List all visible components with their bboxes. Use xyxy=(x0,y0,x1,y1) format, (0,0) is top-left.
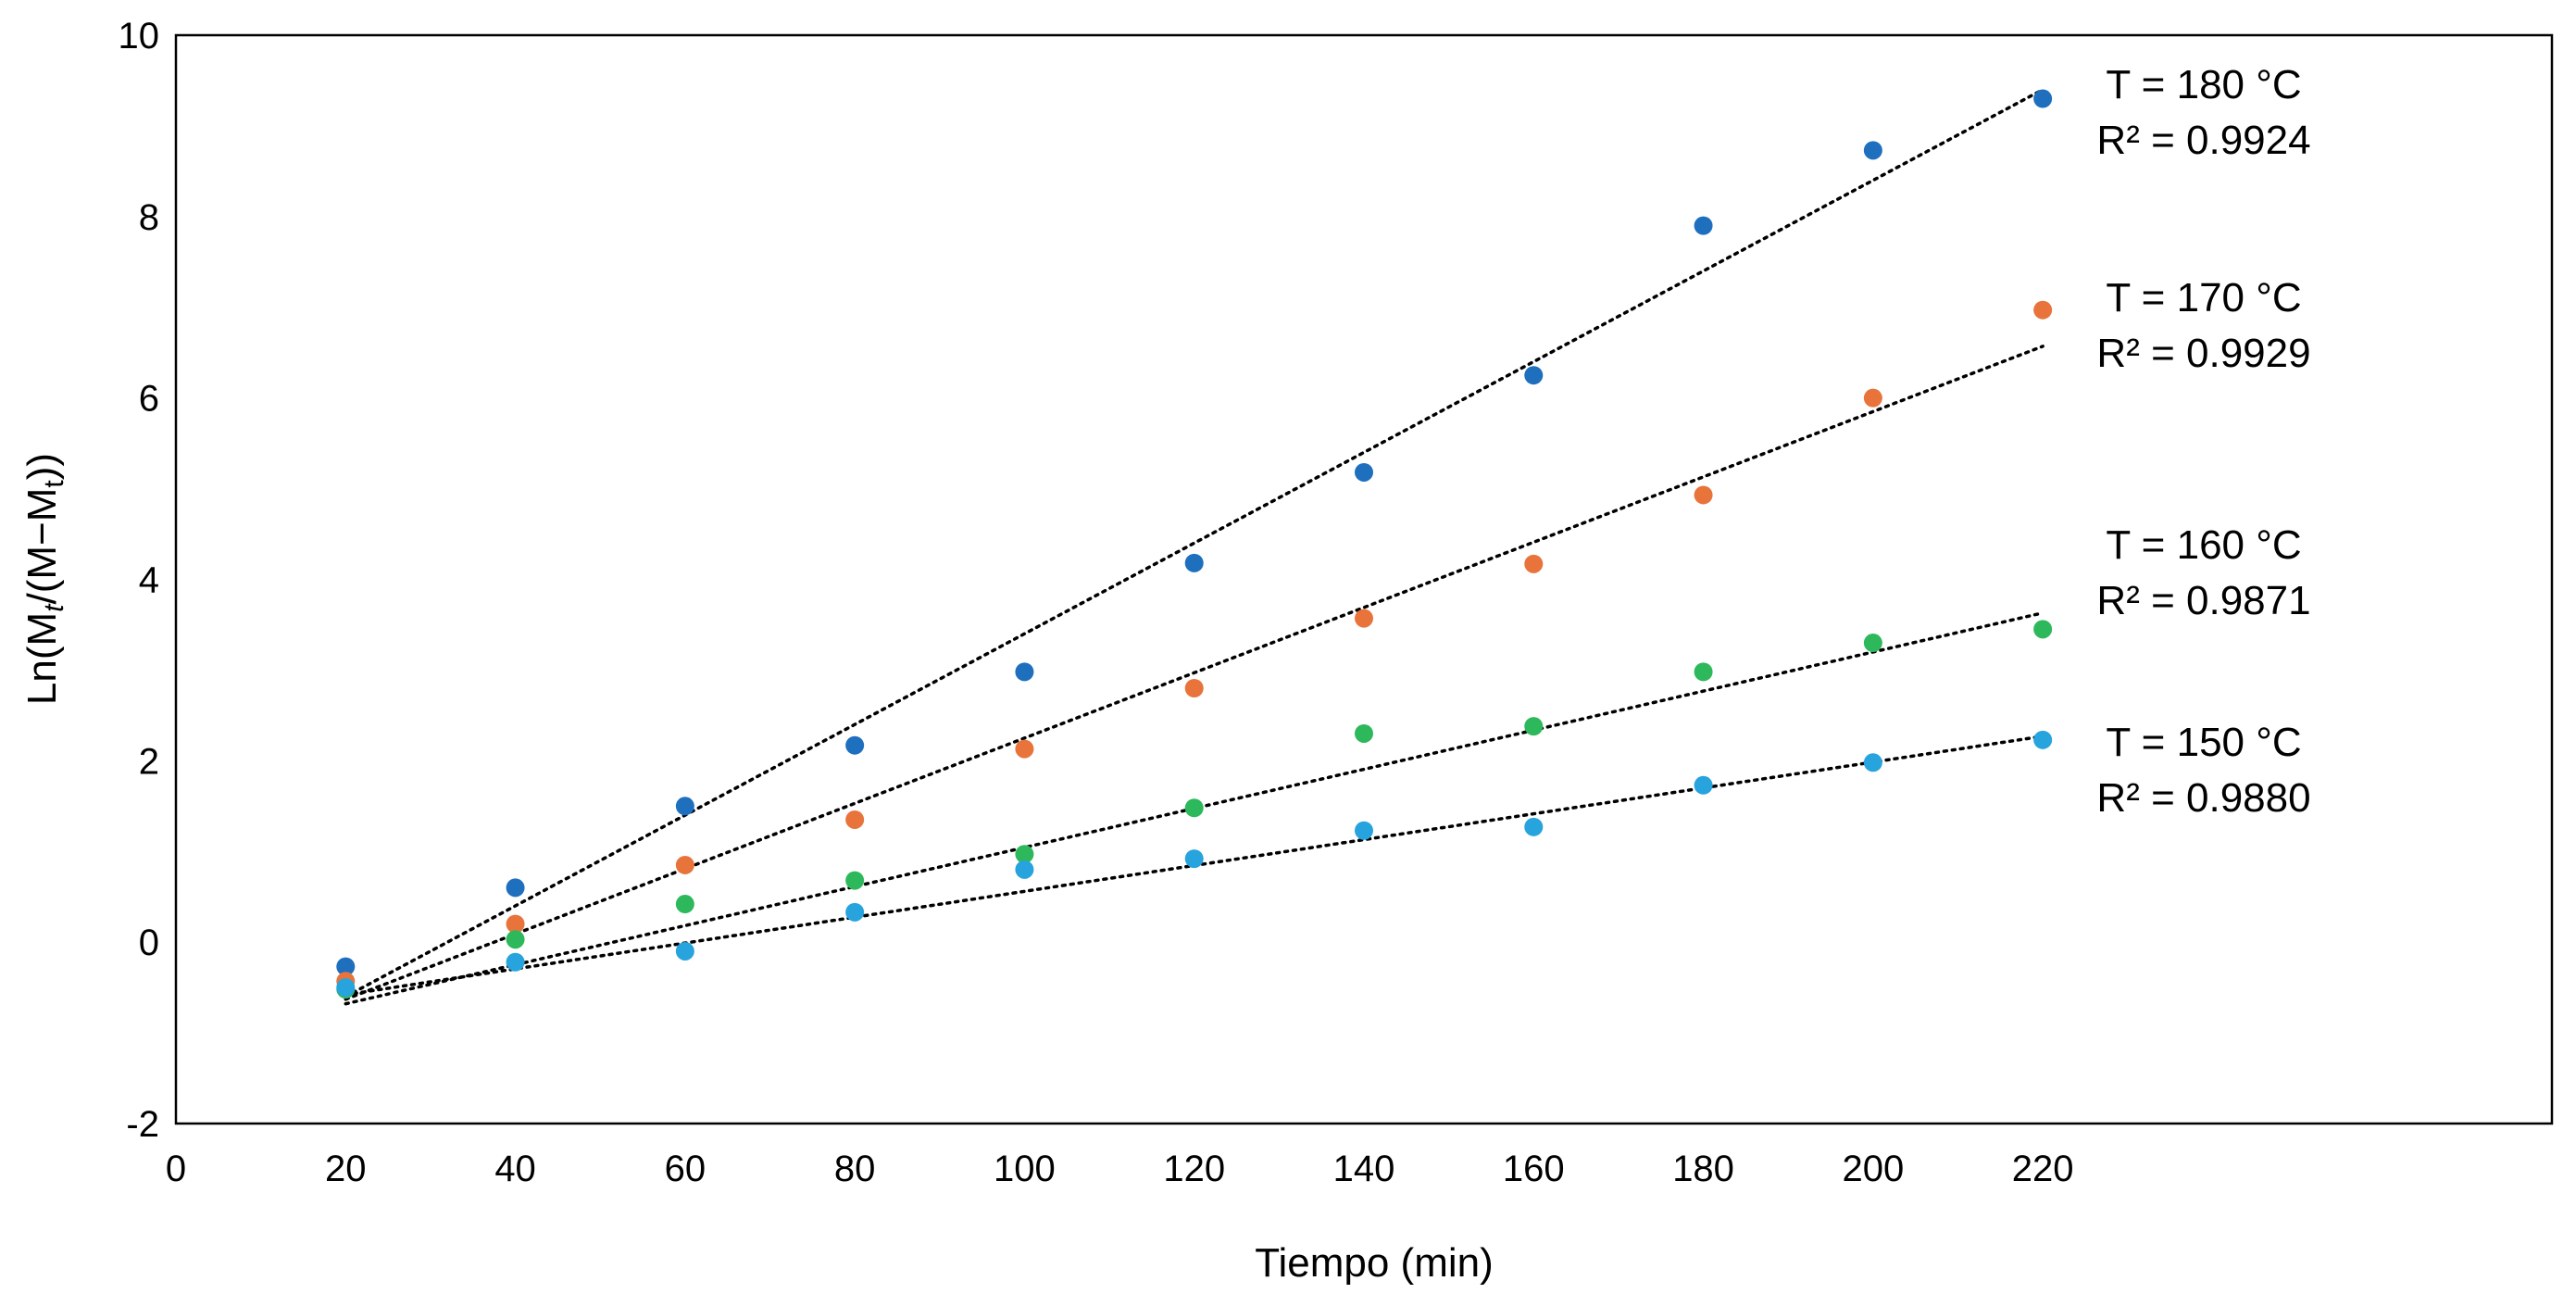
x-axis-title: Tiempo (min) xyxy=(1255,1240,1494,1286)
data-point xyxy=(1184,798,1204,818)
data-point xyxy=(1863,634,1882,653)
data-point xyxy=(1184,553,1204,572)
data-point xyxy=(1863,141,1882,160)
data-point xyxy=(845,902,865,922)
trendline xyxy=(344,345,2045,1001)
data-point xyxy=(1694,775,1713,795)
data-point xyxy=(1355,609,1373,628)
series-label: T = 160 °C xyxy=(2106,522,2301,568)
data-point xyxy=(1184,679,1204,697)
data-point xyxy=(675,941,694,961)
data-point xyxy=(2033,89,2053,108)
data-point xyxy=(1524,366,1544,385)
x-tick-label: 60 xyxy=(665,1149,707,1189)
x-tick-label: 140 xyxy=(1333,1149,1395,1189)
data-point xyxy=(1694,662,1713,682)
series-label: T = 150 °C xyxy=(2106,720,2301,765)
data-point xyxy=(845,810,865,829)
y-tick-label: 10 xyxy=(119,16,160,57)
data-point xyxy=(2033,300,2053,320)
series-r2: R² = 0.9924 xyxy=(2096,118,2310,163)
data-point xyxy=(336,978,356,998)
data-point xyxy=(1524,554,1544,573)
data-point xyxy=(845,871,865,890)
data-point xyxy=(1015,860,1034,879)
data-point xyxy=(1015,662,1034,682)
series-label: T = 180 °C xyxy=(2106,62,2301,107)
y-tick-label: 6 xyxy=(139,379,159,420)
x-tick-label: 160 xyxy=(1503,1149,1565,1189)
y-axis-title-part: /(M−M xyxy=(19,488,65,605)
series-labels-layer: T = 180 °C R² = 0.9924 T = 170 °C R² = 0.99… xyxy=(2096,62,2310,821)
data-point xyxy=(1015,845,1034,864)
data-point xyxy=(2033,730,2053,749)
x-tick-label: 0 xyxy=(166,1149,186,1189)
data-point xyxy=(1863,753,1882,772)
y-tick-label: 4 xyxy=(139,560,159,601)
y-tick-label: 0 xyxy=(139,923,159,963)
x-tick-label: 20 xyxy=(325,1149,367,1189)
y-axis-title: Ln(Mt/(M−Mt)) xyxy=(19,453,69,705)
data-point xyxy=(506,914,525,934)
data-point xyxy=(675,895,694,914)
x-tick-label: 200 xyxy=(1842,1149,1904,1189)
x-tick-label: 40 xyxy=(494,1149,536,1189)
x-tick-label: 220 xyxy=(2012,1149,2074,1189)
points-layer xyxy=(336,89,2053,999)
data-point xyxy=(1863,388,1882,408)
data-point xyxy=(675,797,694,816)
data-point xyxy=(336,957,356,976)
data-point xyxy=(1015,739,1034,759)
data-point xyxy=(1694,485,1713,505)
data-point xyxy=(1524,817,1544,836)
y-axis-title-part: Ln(M xyxy=(19,612,65,705)
y-axis-title-part: )) xyxy=(19,453,65,480)
y-axis-title-subscript: t xyxy=(39,603,69,612)
y-tick-label: -2 xyxy=(126,1104,159,1145)
series-label: T = 170 °C xyxy=(2106,275,2301,320)
series-r2: R² = 0.9929 xyxy=(2096,331,2310,376)
data-point xyxy=(1355,462,1373,482)
data-point xyxy=(1694,216,1713,235)
y-axis-title-subscript: t xyxy=(39,480,69,488)
data-point xyxy=(506,878,525,898)
trendline xyxy=(344,88,2045,998)
data-point xyxy=(506,930,525,949)
data-point xyxy=(1524,717,1544,736)
plot-area xyxy=(174,33,2554,1125)
y-tick-label: 2 xyxy=(139,741,159,782)
data-point xyxy=(675,855,694,874)
y-tick-label: 8 xyxy=(139,197,159,238)
x-tick-label: 180 xyxy=(1672,1149,1734,1189)
x-tick-label: 80 xyxy=(834,1149,876,1189)
x-tick-label: 120 xyxy=(1163,1149,1225,1189)
data-point xyxy=(506,952,525,972)
data-point xyxy=(845,735,865,755)
x-tick-label: 100 xyxy=(994,1149,1056,1189)
data-point xyxy=(1355,821,1373,840)
data-point xyxy=(1184,849,1204,869)
series-r2: R² = 0.9871 xyxy=(2096,578,2310,623)
series-r2: R² = 0.9880 xyxy=(2096,775,2310,821)
data-point xyxy=(2033,620,2053,639)
data-point xyxy=(1355,723,1373,743)
